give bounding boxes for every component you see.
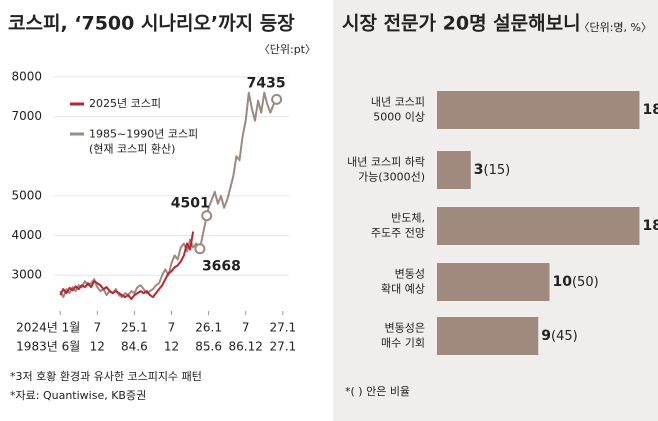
- percent-label: (45): [551, 329, 578, 344]
- y-tick-label: 4000: [11, 228, 42, 242]
- bar: [437, 91, 640, 129]
- bar: [437, 151, 471, 189]
- category-label: 변동성 확대 예상: [381, 268, 425, 296]
- value-number: 9: [541, 328, 551, 344]
- chart-title: 시장 전문가 20명 설문해보니: [342, 13, 581, 35]
- x-tick-label: 27.1: [269, 321, 296, 335]
- x2-tick-label: 12: [90, 340, 105, 354]
- y-tick-label: 8000: [11, 69, 42, 83]
- unit: 〈단위:명, %〉: [578, 21, 652, 34]
- percent-label: (50): [572, 275, 599, 290]
- category-label: 내년 코스피 5000 이상: [371, 96, 425, 124]
- value-number: 18: [643, 218, 658, 234]
- value-label: 3(15): [474, 162, 510, 178]
- note: *( ) 안은 비율: [345, 385, 410, 398]
- legend-label: 1985~1990년 코스피 (현재 코스피 환산): [89, 128, 198, 156]
- series-line: [59, 231, 195, 300]
- series-line: [59, 91, 278, 299]
- x-tick-label: 25.1: [121, 321, 148, 335]
- x2-tick-label: 27.1: [269, 340, 296, 354]
- value-label: 18(90): [643, 102, 658, 118]
- value-number: 10: [553, 274, 573, 290]
- bar: [437, 207, 640, 245]
- x2-tick-label: 86.12: [229, 340, 263, 354]
- value-label: 10(50): [553, 274, 599, 290]
- x2-tick-label: 84.6: [121, 340, 148, 354]
- bar: [437, 263, 550, 301]
- unit: 〈단위:pt〉: [259, 43, 316, 56]
- value-label: 18(90): [643, 218, 658, 234]
- annotation-label: 3668: [202, 259, 241, 275]
- x2-tick-label: 12: [164, 340, 179, 354]
- annotation-label: 7435: [247, 75, 286, 91]
- y-tick-label: 7000: [11, 109, 42, 123]
- y-tick-label: 3000: [11, 268, 42, 282]
- annotation-dot: [201, 210, 213, 222]
- chart-title: 코스피, ‘7500 시나리오’까지 등장: [8, 13, 295, 35]
- category-label: 내년 코스피 하락 가능(3000선): [347, 155, 425, 184]
- value-number: 3: [474, 162, 484, 178]
- category-label: 변동성은 매수 기회: [381, 322, 425, 350]
- x-tick-label: 7: [168, 321, 176, 335]
- x-tick-label: 7: [93, 321, 101, 335]
- note: *3저 호황 환경과 유사한 코스피지수 패턴: [10, 370, 202, 383]
- value-label: 9(45): [541, 328, 577, 344]
- note: *자료: Quantiwise, KB증권: [10, 389, 146, 402]
- x-tick-label: 2024년 1월: [16, 321, 80, 335]
- y-tick-label: 5000: [11, 188, 42, 202]
- x2-tick-label: 1983년 6월: [16, 340, 80, 354]
- annotation-dot: [194, 243, 206, 255]
- value-number: 18: [643, 102, 658, 118]
- annotation-label: 4501: [171, 196, 210, 212]
- bar: [437, 317, 539, 355]
- percent-label: (15): [484, 163, 511, 178]
- x-tick-label: 7: [242, 321, 250, 335]
- legend-label: 2025년 코스피: [89, 97, 161, 110]
- x-tick-label: 26.1: [195, 321, 222, 335]
- x2-tick-label: 85.6: [195, 340, 222, 354]
- annotation-dot: [271, 93, 283, 105]
- category-label: 반도체, 주도주 전망: [371, 212, 425, 240]
